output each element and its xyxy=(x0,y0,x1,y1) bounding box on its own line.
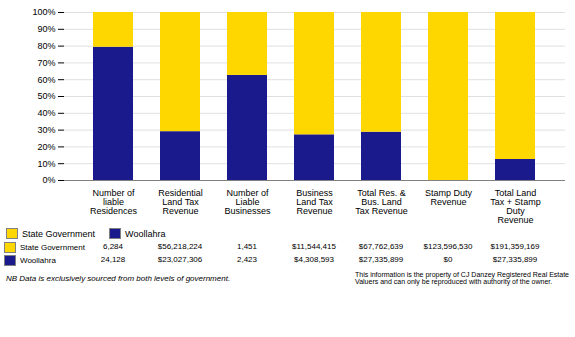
svg-text:Total LandTax + StampDutyReven: Total LandTax + StampDutyRevenue xyxy=(490,188,540,225)
html-text:2,423: 2,423 xyxy=(237,255,257,264)
svg-text:70%: 70% xyxy=(37,58,55,68)
svg-text:90%: 90% xyxy=(37,24,55,34)
svg-text:0%: 0% xyxy=(42,175,55,185)
html-text:NB Data is exclusively sourced: NB Data is exclusively sourced from both… xyxy=(6,273,231,283)
html-text:$27,335,899: $27,335,899 xyxy=(492,255,538,264)
svg-text:Stamp DutyRevenue: Stamp DutyRevenue xyxy=(425,188,473,207)
html-text:6,284: 6,284 xyxy=(103,242,123,251)
html-text:1,451: 1,451 xyxy=(237,242,257,251)
html-text:$56,218,224: $56,218,224 xyxy=(157,242,203,251)
html-text:This information is the proper: This information is the property of CJ D… xyxy=(355,271,569,285)
svg-text:60%: 60% xyxy=(37,75,55,85)
html-text:$67,762,639: $67,762,639 xyxy=(358,242,404,251)
svg-text:50%: 50% xyxy=(37,91,55,101)
html-text:24,128: 24,128 xyxy=(100,255,126,264)
html-text:$27,335,899: $27,335,899 xyxy=(358,255,404,264)
svg-text:40%: 40% xyxy=(37,108,55,118)
html-text:$0: $0 xyxy=(443,255,453,264)
svg-text:ResidentialLand TaxRevenue: ResidentialLand TaxRevenue xyxy=(158,188,203,216)
html-text:$191,359,169: $191,359,169 xyxy=(490,242,540,251)
html-text:Woollahra: Woollahra xyxy=(125,228,166,239)
svg-text:Number ofliableResidences: Number ofliableResidences xyxy=(90,188,138,216)
html-text:Woollahra: Woollahra xyxy=(20,256,56,265)
html-text:$23,027,306: $23,027,306 xyxy=(157,255,203,264)
html-text:$4,308,593: $4,308,593 xyxy=(294,255,334,264)
svg-text:100%: 100% xyxy=(32,7,55,17)
html-text:State Government: State Government xyxy=(20,243,85,252)
html-text:$123,596,530: $123,596,530 xyxy=(423,242,473,251)
svg-text:BusinessLand TaxRevenue: BusinessLand TaxRevenue xyxy=(296,188,333,216)
svg-text:20%: 20% xyxy=(37,142,55,152)
svg-text:10%: 10% xyxy=(37,159,55,169)
html-text:$11,544,415: $11,544,415 xyxy=(292,242,336,251)
svg-text:Number ofLiableBusinesses: Number ofLiableBusinesses xyxy=(224,188,271,216)
svg-text:Total Res. &Bus. LandTax Reven: Total Res. &Bus. LandTax Revenue xyxy=(355,188,408,216)
html-text:State Government: State Government xyxy=(22,228,95,239)
svg-text:80%: 80% xyxy=(37,41,55,51)
svg-text:30%: 30% xyxy=(37,125,55,135)
